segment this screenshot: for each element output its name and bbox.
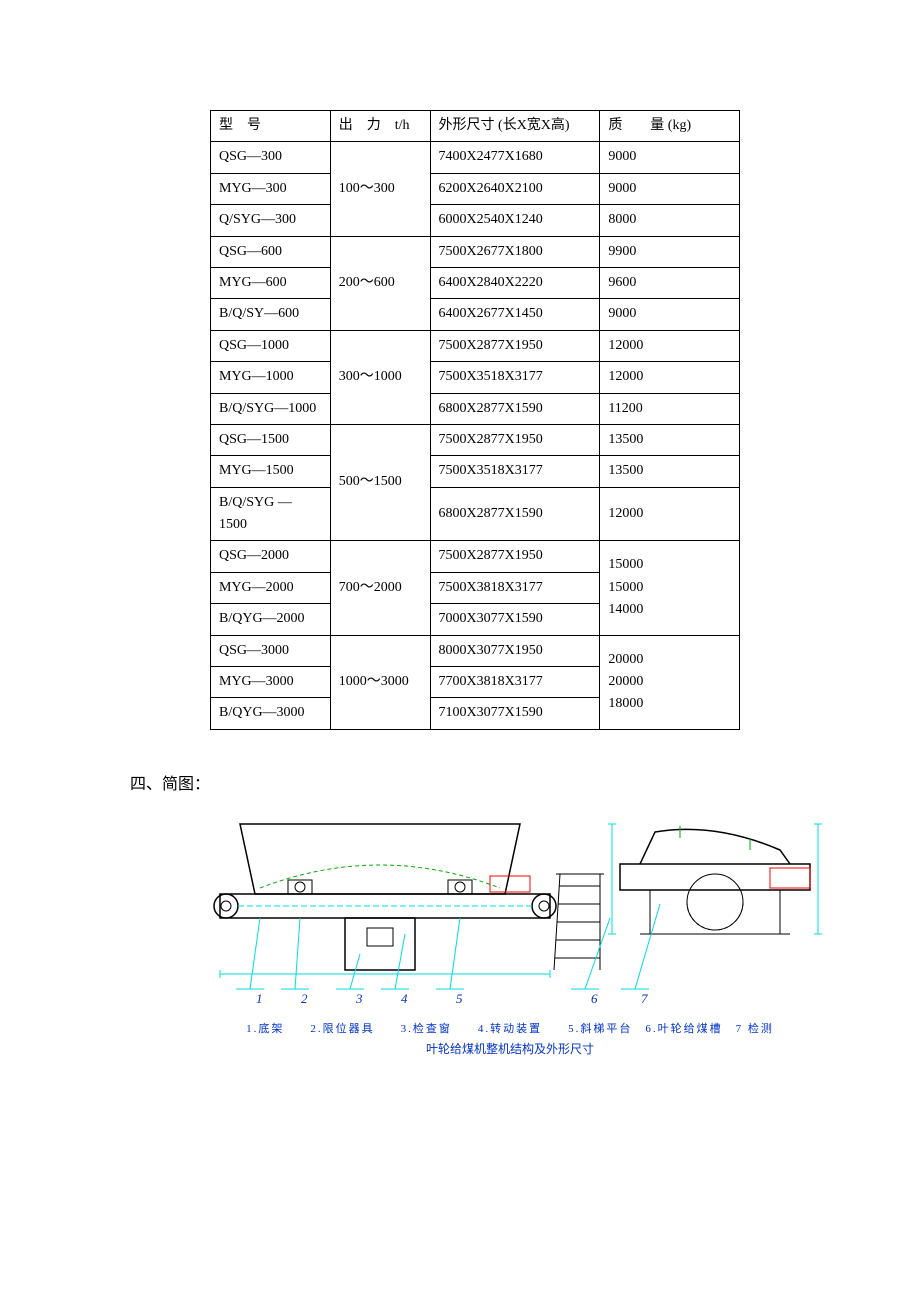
cell-dim: 6800X2877X1590: [430, 393, 600, 424]
cell-dim: 7000X3077X1590: [430, 604, 600, 635]
cell-model: B/Q/SYG — 1500: [211, 487, 331, 541]
cell-dim: 7500X2677X1800: [430, 236, 600, 267]
cell-model: B/QYG—3000: [211, 698, 331, 729]
th-mass: 质 量 (kg): [600, 111, 740, 142]
cell-mass: 20000 20000 18000: [600, 635, 740, 729]
cell-dim: 7500X2877X1950: [430, 424, 600, 455]
diagram-caption: 叶轮给煤机整机结构及外形尺寸: [190, 1040, 830, 1057]
svg-text:3: 3: [355, 991, 363, 1006]
diagram-labels: 1.底架 2.限位器具 3.检查窗 4.转动装置 5.斜梯平台 6.叶轮给煤槽 …: [190, 1020, 830, 1036]
th-dim: 外形尺寸 (长X宽X高): [430, 111, 600, 142]
spec-table: 型 号 出 力 t/h 外形尺寸 (长X宽X高) 质 量 (kg) QSG—30…: [210, 110, 740, 730]
cell-mass: 9900: [600, 236, 740, 267]
cell-output: 200～600: [330, 236, 430, 330]
diagram-svg: 1 2 3 4 5 6 7: [190, 814, 830, 1014]
table-row: MYG—1000 7500X3518X317712000: [211, 362, 740, 393]
table-row: QSG—300100～3007400X2477X16809000: [211, 142, 740, 173]
cell-model: B/Q/SY—600: [211, 299, 331, 330]
spec-tbody: QSG—300100～3007400X2477X16809000MYG—3006…: [211, 142, 740, 729]
svg-text:6: 6: [591, 991, 598, 1006]
cell-output: 500～1500: [330, 424, 430, 541]
table-row: MYG—1500 7500X3518X317713500: [211, 456, 740, 487]
cell-model: Q/SYG—300: [211, 205, 331, 236]
cell-dim: 7500X3518X3177: [430, 362, 600, 393]
cell-mass: 9000: [600, 142, 740, 173]
cell-mass: 9600: [600, 267, 740, 298]
svg-text:5: 5: [456, 991, 463, 1006]
cell-dim: 7500X2877X1950: [430, 330, 600, 361]
cell-model: MYG—600: [211, 267, 331, 298]
cell-dim: 6400X2840X2220: [430, 267, 600, 298]
cell-mass: 12000: [600, 487, 740, 541]
cell-output: 100～300: [330, 142, 430, 236]
cell-dim: 6800X2877X1590: [430, 487, 600, 541]
table-row: Q/SYG—300 6000X2540X12408000: [211, 205, 740, 236]
cell-dim: 7500X3818X3177: [430, 572, 600, 603]
cell-dim: 6000X2540X1240: [430, 205, 600, 236]
cell-model: QSG—3000: [211, 635, 331, 666]
cell-dim: 7400X2477X1680: [430, 142, 600, 173]
cell-dim: 7500X3518X3177: [430, 456, 600, 487]
cell-output: 1000～3000: [330, 635, 430, 729]
cell-model: QSG—300: [211, 142, 331, 173]
cell-output: 300～1000: [330, 330, 430, 424]
table-row: QSG—1000300～10007500X2877X195012000: [211, 330, 740, 361]
cell-model: MYG—300: [211, 173, 331, 204]
svg-text:4: 4: [401, 991, 408, 1006]
table-row: QSG—2000700～20007500X2877X195015000 1500…: [211, 541, 740, 572]
cell-model: B/QYG—2000: [211, 604, 331, 635]
svg-text:2: 2: [301, 991, 308, 1006]
cell-dim: 7100X3077X1590: [430, 698, 600, 729]
table-row: B/Q/SYG — 1500 6800X2877X159012000: [211, 487, 740, 541]
table-row: B/Q/SYG—1000 6800X2877X159011200: [211, 393, 740, 424]
cell-mass: 12000: [600, 330, 740, 361]
cell-dim: 6200X2640X2100: [430, 173, 600, 204]
table-row: MYG—300 6200X2640X21009000: [211, 173, 740, 204]
cell-model: QSG—1000: [211, 330, 331, 361]
cell-model: QSG—2000: [211, 541, 331, 572]
cell-dim: 7500X2877X1950: [430, 541, 600, 572]
cell-dim: 6400X2677X1450: [430, 299, 600, 330]
svg-text:1: 1: [256, 991, 263, 1006]
table-row: QSG—1500500～15007500X2877X195013500: [211, 424, 740, 455]
cell-dim: 8000X3077X1950: [430, 635, 600, 666]
cell-model: MYG—1500: [211, 456, 331, 487]
table-row: QSG—30001000～30008000X3077X195020000 200…: [211, 635, 740, 666]
cell-model: B/Q/SYG—1000: [211, 393, 331, 424]
cell-mass: 9000: [600, 173, 740, 204]
diagram-container: 1 2 3 4 5 6 7 1.底架 2.限位器具 3.检查窗 4.转动装置 5.斜梯平台 …: [190, 814, 830, 1057]
cell-mass: 13500: [600, 456, 740, 487]
cell-mass: 9000: [600, 299, 740, 330]
cell-model: MYG—1000: [211, 362, 331, 393]
cell-mass: 15000 15000 14000: [600, 541, 740, 635]
table-row: B/Q/SY—600 6400X2677X14509000: [211, 299, 740, 330]
cell-model: QSG—600: [211, 236, 331, 267]
cell-mass: 11200: [600, 393, 740, 424]
cell-dim: 7700X3818X3177: [430, 667, 600, 698]
section-title: 四、简图：: [130, 770, 820, 794]
cell-mass: 13500: [600, 424, 740, 455]
cell-mass: 12000: [600, 362, 740, 393]
cell-mass: 8000: [600, 205, 740, 236]
svg-text:7: 7: [641, 991, 648, 1006]
table-row: QSG—600200～6007500X2677X18009900: [211, 236, 740, 267]
table-row: MYG—600 6400X2840X22209600: [211, 267, 740, 298]
cell-model: MYG—2000: [211, 572, 331, 603]
th-model: 型 号: [211, 111, 331, 142]
cell-model: MYG—3000: [211, 667, 331, 698]
th-output: 出 力 t/h: [330, 111, 430, 142]
cell-model: QSG—1500: [211, 424, 331, 455]
cell-output: 700～2000: [330, 541, 430, 635]
